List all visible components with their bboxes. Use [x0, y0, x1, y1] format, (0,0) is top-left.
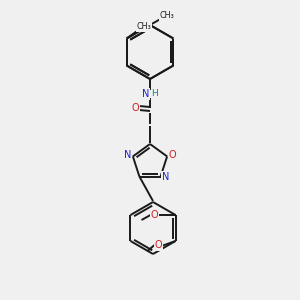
Text: H: H — [152, 89, 158, 98]
Text: O: O — [155, 240, 162, 250]
Text: CH₃: CH₃ — [160, 11, 174, 20]
Text: N: N — [124, 150, 132, 161]
Text: O: O — [151, 210, 158, 220]
Text: N: N — [142, 89, 150, 99]
Text: CH₃: CH₃ — [136, 22, 151, 31]
Text: N: N — [162, 172, 169, 182]
Text: O: O — [131, 103, 139, 113]
Text: O: O — [168, 150, 176, 161]
